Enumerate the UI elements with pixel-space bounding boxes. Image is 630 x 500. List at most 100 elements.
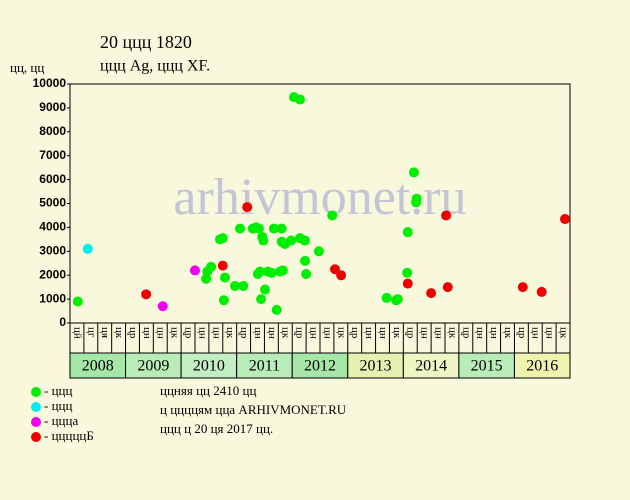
y-axis-label: цц, цц [10, 60, 44, 75]
x-sub-label: цр [294, 327, 306, 339]
chart-subtitle: ццц Ag, ццц XF. [100, 58, 210, 75]
y-tick-label: 9000 [39, 100, 66, 114]
year-label: 2014 [415, 358, 447, 375]
point [260, 284, 270, 295]
point [238, 280, 249, 291]
point [255, 266, 265, 277]
x-sub-label: цн [419, 327, 431, 339]
x-sub-label: цк [280, 327, 292, 339]
point [286, 235, 297, 246]
y-tick-label: 1000 [39, 291, 66, 305]
point [258, 235, 269, 246]
x-sub-label: цр [405, 327, 417, 339]
point [141, 289, 152, 300]
x-sub-label: цй [71, 327, 83, 339]
year-band [69, 352, 127, 379]
legend-label: - цццццБ [44, 428, 94, 443]
watermark: arhivmonet.ru [173, 169, 466, 226]
year-label: 2016 [526, 358, 558, 375]
x-sub-label: цн [363, 327, 375, 339]
point [517, 282, 528, 293]
x-sub-label: цр [127, 327, 139, 339]
x-sub-label: цн [266, 327, 278, 339]
point [271, 304, 282, 315]
y-tick-label: 6000 [39, 172, 66, 186]
point [217, 260, 228, 271]
point [327, 210, 338, 221]
year-band [180, 352, 238, 379]
point [408, 167, 419, 178]
year-band [402, 352, 460, 379]
year-band [513, 352, 571, 379]
x-sub-label: цр [460, 327, 472, 339]
point [392, 294, 403, 305]
note: ццц ц 20 ця 2017 цц. [160, 421, 273, 436]
legend-marker [31, 387, 41, 397]
note: ц ццццям цца ARHIVMONET.RU [160, 402, 347, 417]
x-sub-label: цк [335, 327, 347, 339]
point [402, 267, 413, 278]
x-sub-label: цн [377, 327, 389, 339]
y-tick-label: 4000 [39, 220, 66, 234]
point [277, 265, 288, 276]
point [300, 255, 310, 266]
x-sub-label: цн [474, 327, 486, 339]
year-label: 2011 [249, 358, 280, 375]
chart-title: 20 ццц 1820 [100, 32, 192, 52]
point [72, 296, 83, 307]
legend-label: - ццц [44, 383, 72, 398]
y-tick-label: 8000 [39, 124, 66, 138]
point [442, 282, 453, 293]
x-sub-label: цн [321, 327, 333, 339]
x-sub-label: цр [238, 327, 250, 339]
x-sub-label: цн [252, 327, 264, 339]
x-sub-label: цн [308, 327, 320, 339]
y-tick-label: 7000 [39, 148, 66, 162]
x-sub-label: ця [99, 327, 111, 338]
year-label: 2009 [137, 358, 169, 375]
y-tick-label: 2000 [39, 267, 66, 281]
point [218, 295, 229, 306]
note: ццняя цц 2410 цц [160, 383, 256, 398]
year-band [347, 352, 404, 379]
point [300, 235, 310, 246]
point [441, 210, 452, 221]
point [313, 246, 324, 257]
x-sub-label: цк [502, 327, 514, 339]
plot-area [69, 83, 571, 324]
point [301, 269, 312, 280]
legend-marker [31, 417, 41, 427]
x-sub-label: цн [141, 327, 153, 339]
x-sub-label: цк [446, 327, 458, 339]
x-sub-label: цн [196, 327, 208, 339]
legend-label: - ццца [44, 413, 78, 428]
x-sub-label: цк [224, 327, 236, 339]
x-sub-label: цк [391, 327, 403, 339]
x-sub-label: цн [530, 327, 542, 339]
point [220, 272, 230, 283]
y-tick-label: 0 [59, 315, 66, 329]
x-sub-label: цг [85, 327, 97, 338]
x-sub-label: цк [169, 327, 181, 339]
point [336, 270, 347, 281]
x-sub-label: цр [349, 327, 361, 339]
point [402, 227, 413, 238]
year-band [236, 352, 293, 379]
x-sub-label: цн [210, 327, 222, 339]
x-sub-label: цн [544, 327, 556, 339]
x-sub-label: цк [558, 327, 570, 339]
legend-marker [31, 402, 41, 412]
point [235, 223, 245, 234]
legend-label: - ццц [44, 398, 72, 413]
point [381, 292, 392, 303]
x-sub-label: цк [113, 327, 125, 339]
point [230, 280, 240, 291]
x-sub-label: цн [488, 327, 500, 339]
point [253, 223, 264, 234]
point [560, 214, 570, 225]
year-label: 2013 [360, 358, 392, 375]
year-label: 2015 [471, 358, 503, 375]
y-tick-label: 10000 [33, 76, 67, 90]
point [402, 278, 413, 289]
